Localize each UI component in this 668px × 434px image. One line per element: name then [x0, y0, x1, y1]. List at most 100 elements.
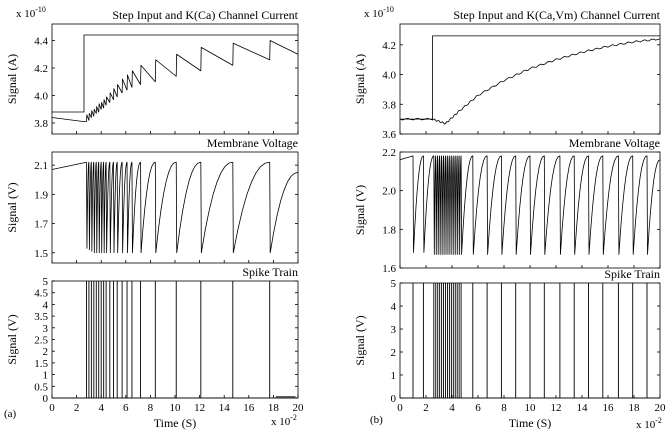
- y-tick-label: 1.5: [34, 358, 48, 370]
- x-exponent-power: -2: [290, 413, 297, 422]
- y-axis-label: Signal (V): [5, 314, 19, 364]
- x-exponent-power: -2: [655, 416, 662, 425]
- panel-1: Membrane Voltage Signal (V) 1.5 1.7 1.9 2.1: [5, 136, 299, 264]
- y-tick-label: 4: [43, 299, 49, 311]
- current-trace: [399, 38, 661, 125]
- membrane-voltage-trace: [399, 155, 661, 255]
- series-group: [52, 281, 298, 399]
- plot-frame: [399, 23, 661, 135]
- y-tick-label: 1.8: [382, 224, 396, 236]
- x-tick-label: 4: [98, 402, 104, 414]
- y-tick-label: 0.5: [34, 381, 48, 393]
- y-exponent-base: x 10: [364, 8, 384, 20]
- step-input-trace: [52, 34, 298, 113]
- panel-title: Step Input and K(Ca,Vm) Channel Current: [453, 8, 660, 22]
- x-tick-label: 2: [423, 402, 429, 414]
- y-tick-label: 0: [43, 393, 49, 405]
- series-group: [400, 283, 660, 399]
- y-exponent: x 10-10: [364, 5, 394, 20]
- x-tick-label: 0: [49, 402, 55, 414]
- step-input-trace: [400, 35, 660, 120]
- y-tick-label: 4.5: [34, 288, 48, 300]
- x-tick-label: 4: [449, 402, 455, 414]
- x-tick-label: 10: [170, 402, 182, 414]
- y-tick-label: 3: [391, 324, 397, 336]
- y-exponent-power: -10: [35, 5, 46, 14]
- x-exponent-base: x 10: [636, 419, 656, 431]
- panel-1: Membrane Voltage Signal (V) 1.6 1.8 2.0 2.2: [353, 136, 661, 275]
- x-tick-label: 10: [525, 402, 537, 414]
- y-axis-label: Signal (V): [353, 185, 367, 235]
- y-tick-label: 4.2: [382, 40, 396, 52]
- y-tick-label: 1.6: [382, 263, 396, 275]
- x-tick-label: 20: [293, 402, 305, 414]
- y-tick-label: 2: [43, 346, 49, 358]
- y-ticks: 1.6 1.8 2.0 2.2: [382, 147, 660, 275]
- x-tick-label: 20: [655, 402, 667, 414]
- x-tick-label: 0: [397, 402, 403, 414]
- x-tick-label: 14: [219, 402, 231, 414]
- y-axis-label: Signal (V): [5, 182, 19, 232]
- x-tick-label: 8: [501, 402, 507, 414]
- y-tick-label: 3.8: [382, 99, 396, 111]
- x-tick-label: 18: [268, 402, 280, 414]
- y-tick-label: 2.0: [382, 186, 396, 198]
- y-tick-label: 2.5: [34, 335, 48, 347]
- series-group: [399, 155, 661, 255]
- y-tick-label: 4.0: [34, 91, 48, 103]
- x-tick-label: 16: [603, 402, 615, 414]
- y-tick-label: 2.1: [34, 160, 48, 172]
- x-tick-label: 12: [551, 402, 562, 414]
- y-ticks: 3.6 3.8 4.0 4.2: [382, 40, 660, 141]
- x-tick-label: 14: [577, 402, 589, 414]
- x-tick-label: 6: [475, 402, 481, 414]
- y-tick-label: 1: [391, 370, 397, 382]
- y-tick-label: 3.5: [34, 311, 48, 323]
- subfigure-label: (a): [4, 408, 17, 420]
- y-ticks: 00.511.522.533.544.55: [34, 276, 298, 405]
- series-group: [51, 34, 299, 123]
- membrane-voltage-trace: [51, 161, 299, 254]
- y-tick-label: 3: [43, 323, 49, 335]
- x-exponent-base: x 10: [271, 416, 291, 428]
- y-tick-label: 1: [43, 370, 49, 382]
- y-tick-label: 3.8: [34, 118, 48, 130]
- y-tick-label: 4: [391, 301, 397, 313]
- panel-0: Step Input and K(Ca,Vm) Channel Current x…: [353, 5, 661, 141]
- x-tick-label: 2: [74, 402, 80, 414]
- y-ticks: 3.8 4.0 4.2 4.4: [34, 36, 298, 130]
- x-ticks: 0 2 4 6 8 10 12 14 16 18 20: [397, 402, 666, 414]
- y-tick-label: 4.0: [382, 70, 396, 82]
- y-tick-label: 2: [391, 347, 397, 359]
- x-axis-label: Time (S): [154, 416, 197, 430]
- figure-a: Step Input and K(Ca) Channel Current x 10…: [4, 5, 304, 430]
- y-tick-label: 1.7: [34, 219, 48, 231]
- y-tick-label: 5: [391, 278, 397, 290]
- panel-title: Spike Train: [242, 265, 298, 279]
- panel-title: Spike Train: [604, 267, 660, 281]
- y-exponent-base: x 10: [16, 8, 36, 20]
- x-tick-label: 16: [243, 402, 255, 414]
- panel-0: Step Input and K(Ca) Channel Current x 10…: [5, 5, 299, 135]
- y-tick-label: 1.5: [34, 248, 48, 260]
- x-exponent: x 10-2: [271, 413, 297, 428]
- y-axis-label: Signal (A): [5, 54, 19, 104]
- panel-title: Membrane Voltage: [569, 136, 660, 150]
- panel-title: Membrane Voltage: [207, 136, 298, 150]
- channel-current-trace: [51, 40, 299, 123]
- series-group: [51, 161, 299, 254]
- y-tick-label: 1.9: [34, 189, 48, 201]
- x-ticks: 0 2 4 6 8 10 12 14 16 18 20: [49, 402, 304, 414]
- x-tick-label: 6: [123, 402, 129, 414]
- y-exponent-power: -10: [383, 5, 394, 14]
- x-axis-label: Time (S): [509, 416, 552, 430]
- y-tick-label: 5: [43, 276, 49, 288]
- y-tick-label: 3.6: [382, 129, 396, 141]
- x-exponent: x 10-2: [636, 416, 662, 431]
- x-tick-label: 12: [194, 402, 205, 414]
- y-axis-label: Signal (V): [353, 315, 367, 365]
- y-tick-label: 2.2: [382, 147, 396, 159]
- y-axis-label: Signal (A): [353, 54, 367, 104]
